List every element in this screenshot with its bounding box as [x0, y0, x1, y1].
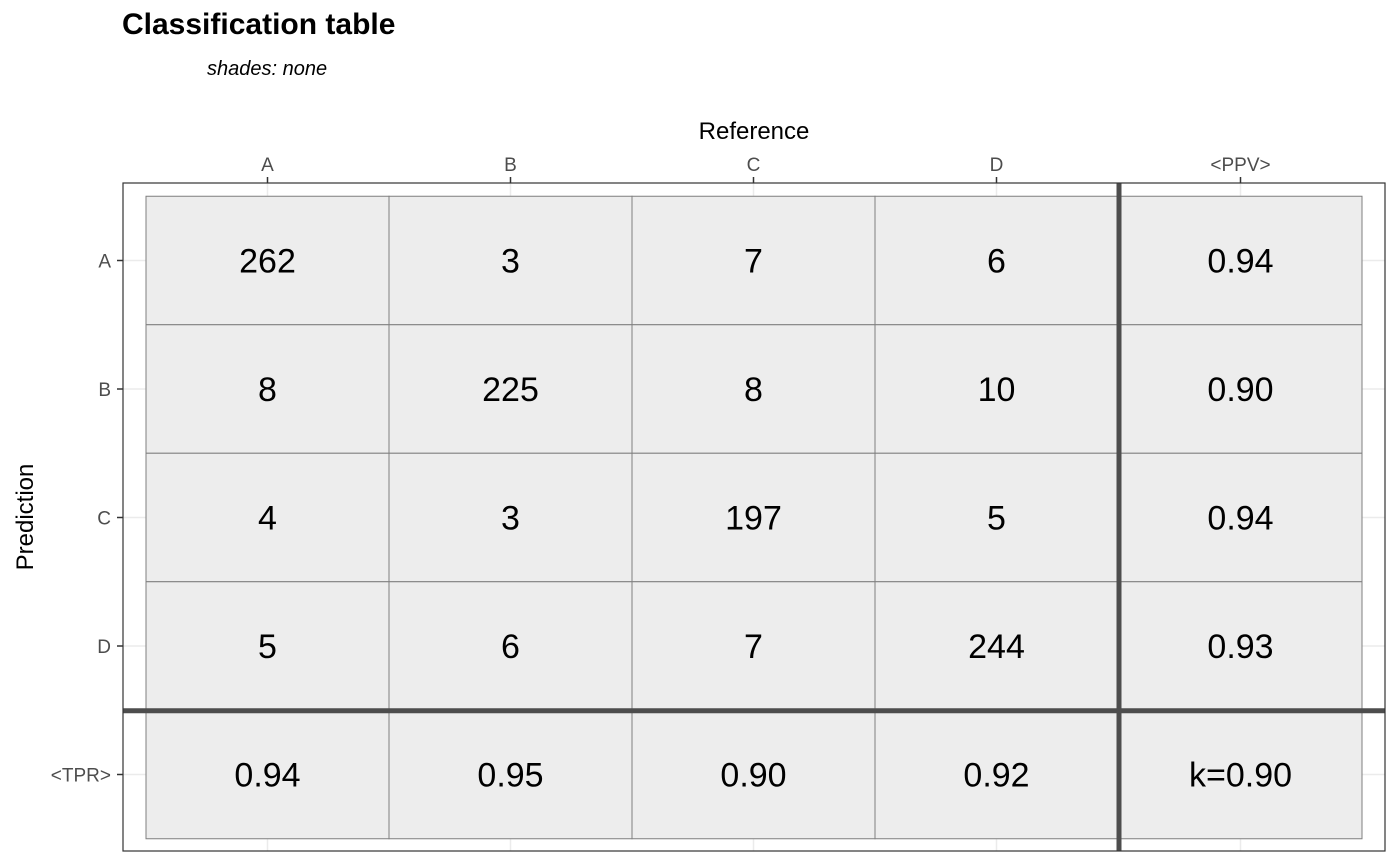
- chart-subtitle: shades: none: [207, 58, 328, 80]
- cell-value: 0.94: [234, 757, 300, 795]
- cell-value: 10: [978, 371, 1016, 409]
- chart-title: Classification table: [122, 8, 396, 41]
- table-cell: [388, 581, 633, 711]
- cell-value: 0.95: [477, 757, 543, 795]
- table-cell: [145, 324, 390, 454]
- cell-value: 244: [968, 628, 1025, 666]
- cell-value: 0.93: [1207, 628, 1273, 666]
- cell-value: 0.92: [963, 757, 1029, 795]
- table-cell: [874, 452, 1119, 583]
- x-tick-label: <PPV>: [1210, 155, 1270, 176]
- y-tick-label: C: [97, 509, 111, 530]
- cell-value: k=0.90: [1189, 757, 1292, 795]
- y-tick-label: A: [98, 252, 111, 273]
- y-tick-label: <TPR>: [51, 766, 111, 787]
- cell-value: 0.90: [1207, 371, 1273, 409]
- x-tick-label: C: [747, 155, 761, 176]
- table-cell: [1118, 324, 1363, 454]
- table-cell: [388, 195, 633, 326]
- cell-value: 7: [744, 243, 763, 281]
- cell-value: 7: [744, 628, 763, 666]
- x-tick-label: B: [504, 155, 517, 176]
- cell-value: 8: [258, 371, 277, 409]
- cell-value: 8: [744, 371, 763, 409]
- cell-value: 6: [501, 628, 520, 666]
- cell-value: 0.90: [720, 757, 786, 795]
- table-cell: [874, 324, 1119, 454]
- table-cell: [631, 324, 876, 454]
- cell-value: 5: [258, 628, 277, 666]
- cell-value: 4: [258, 500, 277, 538]
- cell-value: 6: [987, 243, 1006, 281]
- cell-value: 3: [501, 500, 520, 538]
- table-cell: [631, 452, 876, 583]
- table-cell: [1118, 452, 1363, 583]
- cell-value: 0.94: [1207, 243, 1273, 281]
- cell-value: 0.94: [1207, 500, 1273, 538]
- table-cell: [145, 709, 390, 840]
- x-tick-label: D: [990, 155, 1004, 176]
- cell-value: 197: [725, 500, 782, 538]
- table-cell: [388, 324, 633, 454]
- table-cell: [145, 581, 390, 711]
- cell-value: 225: [482, 371, 539, 409]
- y-tick-label: D: [97, 637, 111, 658]
- table-cell: [1118, 709, 1363, 840]
- table-cell: [388, 709, 633, 840]
- table-cell: [1118, 195, 1363, 326]
- table-cell: [388, 452, 633, 583]
- table-cell: [631, 195, 876, 326]
- x-axis-label: Reference: [698, 118, 810, 145]
- table-cell: [1118, 581, 1363, 711]
- y-tick-label: B: [98, 380, 111, 401]
- table-cell: [145, 452, 390, 583]
- x-tick-label: A: [261, 155, 274, 176]
- cell-value: 3: [501, 243, 520, 281]
- table-cell: [631, 581, 876, 711]
- cell-value: 262: [239, 243, 296, 281]
- table-cell: [145, 195, 390, 326]
- cell-value: 5: [987, 500, 1006, 538]
- table-cell: [874, 709, 1119, 840]
